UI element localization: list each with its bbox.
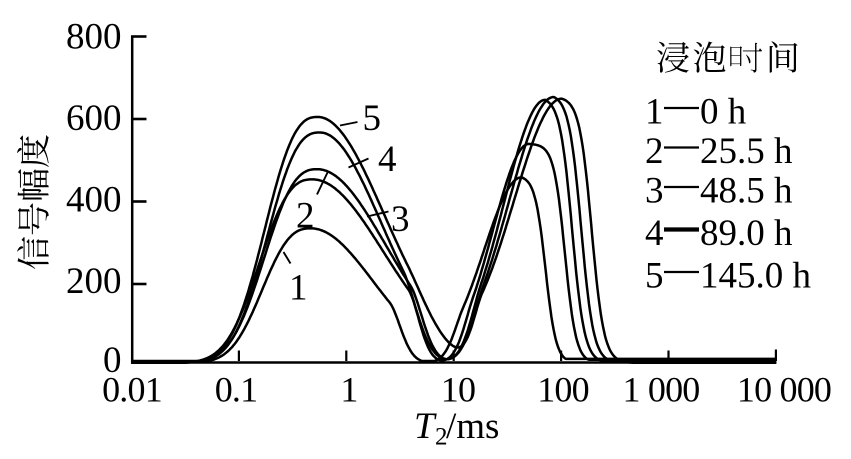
svg-text:48.5 h: 48.5 h: [700, 171, 793, 212]
svg-text:145.0 h: 145.0 h: [700, 256, 812, 297]
svg-text:2: 2: [296, 196, 315, 237]
svg-text:0: 0: [103, 340, 122, 381]
svg-text:5: 5: [645, 256, 664, 297]
svg-text:25.5 h: 25.5 h: [700, 131, 793, 172]
svg-text:200: 200: [66, 261, 122, 302]
svg-text:10 000: 10 000: [737, 370, 831, 410]
svg-text:1: 1: [289, 268, 308, 309]
svg-text:/ms: /ms: [446, 406, 499, 447]
svg-text:89.0 h: 89.0 h: [700, 213, 793, 254]
svg-text:3: 3: [391, 199, 410, 240]
svg-text:3: 3: [645, 171, 664, 212]
svg-text:600: 600: [66, 98, 122, 139]
svg-text:5: 5: [363, 98, 382, 139]
svg-text:2: 2: [435, 424, 448, 451]
svg-text:1: 1: [645, 92, 664, 133]
svg-text:10: 10: [441, 370, 475, 410]
svg-text:4: 4: [378, 139, 397, 180]
svg-text:0 h: 0 h: [700, 92, 747, 133]
svg-text:0.1: 0.1: [215, 370, 258, 410]
svg-text:2: 2: [645, 131, 664, 172]
svg-text:4: 4: [645, 213, 664, 254]
svg-text:400: 400: [66, 180, 122, 221]
svg-text:1: 1: [340, 370, 357, 410]
svg-text:T: T: [414, 406, 437, 447]
svg-text:800: 800: [66, 17, 122, 58]
svg-text:0.01: 0.01: [102, 370, 162, 410]
svg-text:1 000: 1 000: [622, 370, 699, 410]
svg-text:100: 100: [537, 370, 589, 410]
